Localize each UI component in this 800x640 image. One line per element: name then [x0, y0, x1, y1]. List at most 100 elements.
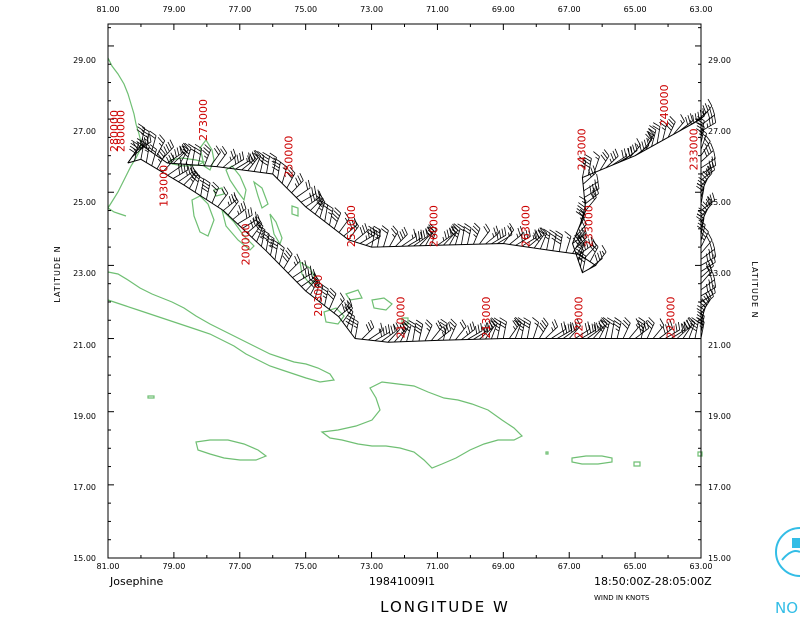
time-label: 280000	[108, 110, 121, 152]
wind-barb	[368, 322, 383, 341]
noaa-logo-bird	[792, 538, 800, 548]
wind-barb	[223, 192, 237, 211]
wind-barb	[136, 123, 146, 145]
wind-barb	[235, 152, 251, 170]
wind-barb	[700, 233, 713, 254]
wind-barb	[539, 227, 548, 250]
wind-barb	[491, 227, 507, 245]
wind-barb	[265, 233, 275, 256]
wind-barb	[247, 150, 259, 171]
wind-barb	[586, 320, 602, 339]
time-label: 253000	[345, 205, 358, 247]
lat-tick-label: 17.00	[708, 483, 731, 492]
wind-barb	[361, 319, 375, 340]
wind-barb	[292, 260, 307, 278]
wind-barb	[700, 258, 714, 278]
time-label: 203000	[312, 275, 325, 317]
time-label: 233000	[688, 128, 701, 170]
wind-barb	[256, 150, 265, 173]
lon-tick-label: 81.00	[97, 5, 120, 14]
wind-barb	[578, 156, 587, 178]
wind-barb	[634, 320, 649, 339]
mission-id: 19841009I1	[369, 575, 435, 588]
time-range: 18:50:00Z-28:05:00Z	[594, 575, 712, 588]
y-axis-title-left: LATITUDE N	[53, 245, 62, 302]
wind-barb	[389, 225, 399, 247]
wind-barb	[450, 223, 461, 245]
wind-barb	[628, 318, 641, 339]
wind-barb	[408, 320, 417, 342]
wind-barb	[545, 319, 558, 339]
wind-barb	[228, 151, 245, 169]
wind-barb	[216, 145, 228, 167]
lon-tick-label: 67.00	[558, 562, 581, 571]
wind-barb	[333, 292, 345, 314]
jamaica-coast	[195, 439, 268, 461]
time-label: 280000	[115, 110, 128, 152]
mayaguana-island	[345, 289, 363, 301]
time-label: 193000	[157, 165, 170, 207]
wind-barb	[413, 319, 424, 342]
wind-barb	[437, 227, 452, 246]
lon-tick-label: 79.00	[162, 562, 185, 571]
wind-barb	[700, 150, 716, 169]
time-label: 223000	[665, 297, 678, 339]
lat-tick-label: 19.00	[708, 412, 731, 421]
time-label: 250000	[283, 136, 296, 178]
lon-tick-label: 77.00	[228, 562, 251, 571]
lat-tick-label: 23.00	[708, 269, 731, 278]
wind-barb	[548, 229, 557, 251]
wind-barb	[676, 319, 691, 339]
wind-barb	[260, 151, 270, 174]
lat-tick-label: 27.00	[708, 127, 731, 136]
wind-barb	[424, 319, 433, 341]
lat-tick-label: 15.00	[73, 554, 96, 563]
wind-barb	[599, 149, 610, 171]
wind-barb	[595, 244, 607, 266]
wind-barb	[437, 322, 452, 341]
wind-barb	[473, 322, 489, 340]
wind-barb	[658, 320, 673, 339]
wind-barb	[700, 192, 715, 211]
wind-barb	[374, 324, 390, 342]
noaa-logo-emblem	[775, 527, 800, 577]
wind-barb	[407, 229, 423, 247]
wind-barb	[645, 128, 655, 150]
wind-barb	[211, 181, 219, 204]
wind-barb	[449, 318, 457, 341]
wind-barb	[502, 222, 515, 244]
lon-tick-label: 69.00	[492, 562, 515, 571]
noaa-logo-wave	[781, 550, 800, 561]
wind-barb	[700, 134, 711, 156]
wind-barb	[553, 230, 563, 252]
wind-barb	[700, 263, 713, 284]
wind-barb	[556, 322, 573, 339]
wind-barb	[533, 227, 545, 249]
wind-barb	[562, 320, 578, 339]
long-island-bahamas	[269, 213, 283, 246]
wind-barb	[296, 179, 311, 198]
time-label: 260000	[427, 205, 440, 247]
wind-barb	[532, 317, 539, 339]
wind-barb	[149, 144, 157, 166]
wind-barb	[354, 223, 368, 242]
time-label: 240000	[658, 84, 671, 126]
wind-barb	[129, 139, 139, 162]
wind-barb	[700, 248, 717, 266]
wind-barb	[387, 322, 400, 343]
wind-barb	[181, 142, 192, 165]
wind-barb	[479, 320, 493, 340]
wind-barb	[700, 279, 717, 297]
lat-tick-label: 29.00	[73, 56, 96, 65]
wind-barb	[427, 223, 437, 246]
wind-barb	[202, 144, 211, 166]
wind-barb	[592, 318, 605, 339]
lon-tick-label: 75.00	[294, 5, 317, 14]
lon-tick-label: 65.00	[624, 5, 647, 14]
wind-barb	[380, 225, 389, 247]
wind-barb	[271, 157, 281, 179]
wind-barb	[700, 142, 714, 163]
wind-barb	[634, 137, 650, 157]
wind-barb	[193, 143, 203, 166]
